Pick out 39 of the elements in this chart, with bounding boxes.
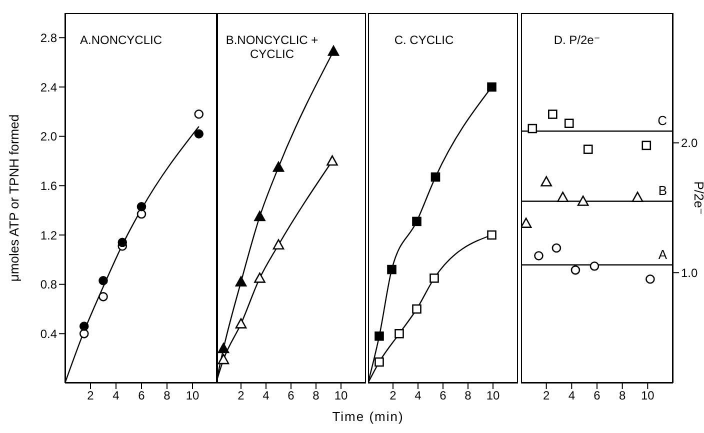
- x-axis-title: Time (min): [331, 409, 405, 424]
- ref-line-label: C: [658, 113, 667, 128]
- y-tick-label: 2.8: [40, 30, 58, 45]
- x-tick-label: 4: [414, 388, 422, 403]
- x-tick-label: 4: [262, 388, 270, 403]
- x-tick-label: 2: [390, 388, 397, 403]
- ref-line-label: B: [658, 183, 667, 198]
- x-tick-label: 6: [440, 388, 447, 403]
- y-axis-title: μmoles ATP or TPNH formed: [6, 114, 22, 282]
- text: A.NONCYCLIC: [78, 33, 163, 47]
- y-tick-label: 1.2: [40, 228, 58, 242]
- x-tick-label: 8: [164, 388, 171, 403]
- ref-line-label: A: [658, 246, 668, 262]
- x-tick-label: 8: [312, 388, 320, 403]
- x-tick-label: 6: [594, 388, 601, 403]
- x-tick-label: 4: [568, 388, 576, 403]
- y2-tick-label: 1.0: [681, 266, 698, 280]
- text: C. CYCLIC: [393, 33, 455, 47]
- x-tick-label: 10: [486, 388, 500, 403]
- y-tick-label: 0.4: [40, 326, 58, 341]
- x-tick-label: 10: [640, 388, 655, 403]
- x-tick-label: 6: [138, 388, 146, 403]
- y-tick-label: 0.8: [40, 278, 58, 292]
- x-tick-label: 2: [238, 388, 245, 403]
- x-tick-label: 2: [87, 388, 94, 403]
- x-tick-label: 10: [186, 388, 200, 403]
- x-tick-label: 2: [542, 388, 550, 403]
- x-tick-label: 8: [464, 388, 472, 403]
- x-tick-label: 6: [288, 388, 295, 403]
- x-tick-label: 10: [334, 388, 348, 403]
- y2-axis-title: P/2e⁻: [691, 181, 704, 215]
- x-tick-label: 8: [618, 388, 626, 403]
- y2-tick-label: 2.0: [681, 136, 698, 150]
- text: D. P/2e⁻: [552, 33, 602, 47]
- x-tick-label: 4: [112, 388, 120, 403]
- text: B.NONCYCLIC + CYCLIC: [224, 33, 320, 61]
- y-tick-label: 2.0: [40, 130, 58, 144]
- y-tick-label: 1.6: [40, 178, 58, 193]
- y-tick-label: 2.4: [40, 80, 58, 94]
